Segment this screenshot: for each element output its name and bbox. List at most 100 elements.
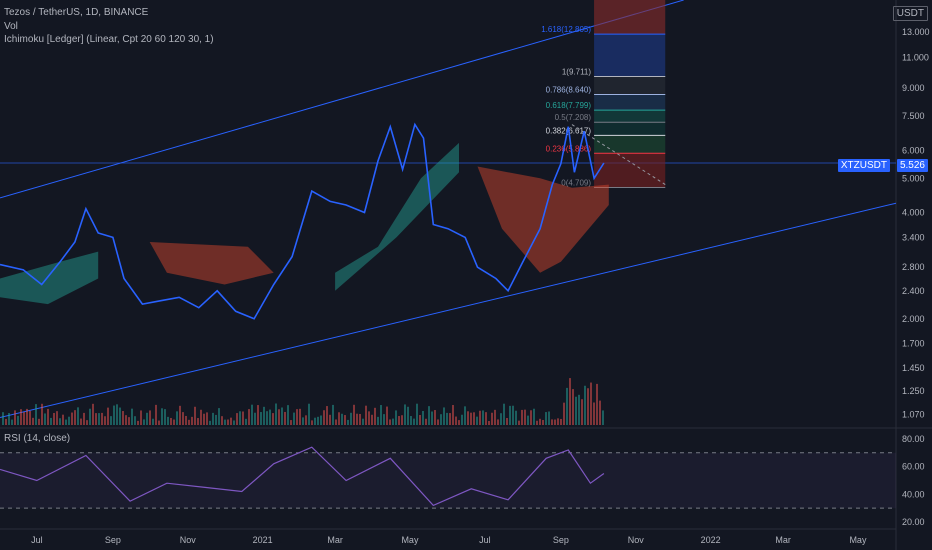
volume-bar xyxy=(230,417,232,425)
price-tick-label: 13.000 xyxy=(902,27,930,37)
volume-bar xyxy=(296,409,298,425)
volume-bar xyxy=(248,409,250,425)
rsi-tick-label: 60.00 xyxy=(902,462,925,472)
volume-bar xyxy=(404,404,406,425)
volume-bar xyxy=(545,412,547,425)
volume-bar xyxy=(212,412,214,425)
time-axis-label: 2022 xyxy=(701,535,721,545)
volume-bar xyxy=(44,413,46,425)
rsi-line xyxy=(0,446,605,507)
volume-bar xyxy=(446,412,448,425)
fib-zone xyxy=(594,34,666,77)
volume-bar xyxy=(203,413,205,425)
volume-bar xyxy=(323,410,325,425)
volume-bar xyxy=(461,414,463,425)
volume-bar xyxy=(305,415,307,425)
volume-bar xyxy=(233,420,235,425)
volume-bar xyxy=(287,405,289,425)
fib-zone xyxy=(594,94,666,111)
price-tick-label: 1.250 xyxy=(902,386,925,396)
volume-bar xyxy=(572,389,574,425)
volume-bar xyxy=(398,416,400,425)
currency-badge[interactable]: USDT xyxy=(892,6,928,21)
volume-bar xyxy=(272,413,274,425)
volume-bar xyxy=(575,396,577,425)
volume-bar xyxy=(464,406,466,425)
fib-trend-line xyxy=(571,124,666,185)
fib-level-label: 0.5(7.208) xyxy=(555,113,592,122)
volume-bar xyxy=(221,416,223,425)
volume-bar xyxy=(593,402,595,425)
volume-bar xyxy=(104,416,106,425)
price-tick-label: 3.400 xyxy=(902,232,925,242)
volume-bar xyxy=(359,413,361,425)
volume-bar xyxy=(488,420,490,425)
fib-level-label: 1.618(12.805) xyxy=(541,25,591,34)
price-tick-label: 1.450 xyxy=(902,363,925,373)
fib-zone xyxy=(594,153,666,188)
volume-bar xyxy=(191,416,193,425)
volume-bar xyxy=(389,419,391,425)
volume-bar xyxy=(176,411,178,425)
volume-bar xyxy=(563,402,565,425)
volume-bar xyxy=(329,414,331,425)
volume-bar xyxy=(344,415,346,425)
volume-bar xyxy=(218,408,220,425)
volume-bar xyxy=(149,410,151,425)
volume-bar xyxy=(86,420,88,425)
volume-bar xyxy=(320,415,322,425)
volume-bar xyxy=(188,419,190,425)
volume-bar xyxy=(587,388,589,425)
volume-bar xyxy=(458,420,460,425)
time-axis-label: Jul xyxy=(479,535,491,545)
volume-bar xyxy=(539,418,541,425)
volume-bar xyxy=(407,406,409,425)
volume-bar xyxy=(20,409,22,425)
symbol-badge: XTZUSDT xyxy=(837,159,890,172)
volume-bar xyxy=(578,394,580,425)
volume-bar xyxy=(158,420,160,425)
volume-bar xyxy=(530,410,532,425)
volume-bar xyxy=(278,409,280,425)
volume-bar xyxy=(215,414,217,425)
volume-bar xyxy=(5,418,7,425)
volume-bar xyxy=(236,413,238,425)
volume-bar xyxy=(74,410,76,425)
price-tick-label: 2.400 xyxy=(902,286,925,296)
volume-bar xyxy=(383,414,385,425)
volume-bar xyxy=(599,400,601,425)
ichimoku-cloud-bear xyxy=(149,242,274,285)
volume-bar xyxy=(326,406,328,425)
volume-bar xyxy=(8,413,10,425)
time-axis-label: Mar xyxy=(327,535,343,545)
volume-bar xyxy=(308,403,310,425)
volume-bar xyxy=(77,407,79,425)
price-tick-label: 11.000 xyxy=(902,52,929,62)
volume-bar xyxy=(50,417,52,425)
last-price-badge: 5.526 xyxy=(896,159,928,172)
price-tick-label: 5.000 xyxy=(902,173,925,183)
volume-bar xyxy=(89,408,91,425)
volume-bar xyxy=(26,408,28,425)
volume-bar xyxy=(242,411,244,425)
volume-bar xyxy=(227,419,229,425)
volume-bar xyxy=(299,408,301,425)
volume-bar xyxy=(170,417,172,425)
fib-level-label: 0.618(7.799) xyxy=(546,101,592,110)
volume-bar xyxy=(515,410,517,425)
volume-bar xyxy=(533,408,535,425)
symbol-title: Tezos / TetherUS, 1D, BINANCE xyxy=(4,7,149,18)
volume-bar xyxy=(11,419,13,425)
volume-bar xyxy=(179,405,181,425)
volume-bar xyxy=(101,412,103,425)
fib-zone xyxy=(594,110,666,123)
volume-bar xyxy=(332,404,334,425)
volume-bar xyxy=(143,419,145,425)
volume-bar xyxy=(41,403,43,425)
volume-bar xyxy=(524,409,526,425)
volume-bar xyxy=(491,412,493,425)
volume-bar xyxy=(62,414,64,425)
ichimoku-label: Ichimoku [Ledger] (Linear, Cpt 20 60 120… xyxy=(4,34,214,45)
volume-bar xyxy=(128,417,130,425)
volume-bar xyxy=(98,413,100,425)
